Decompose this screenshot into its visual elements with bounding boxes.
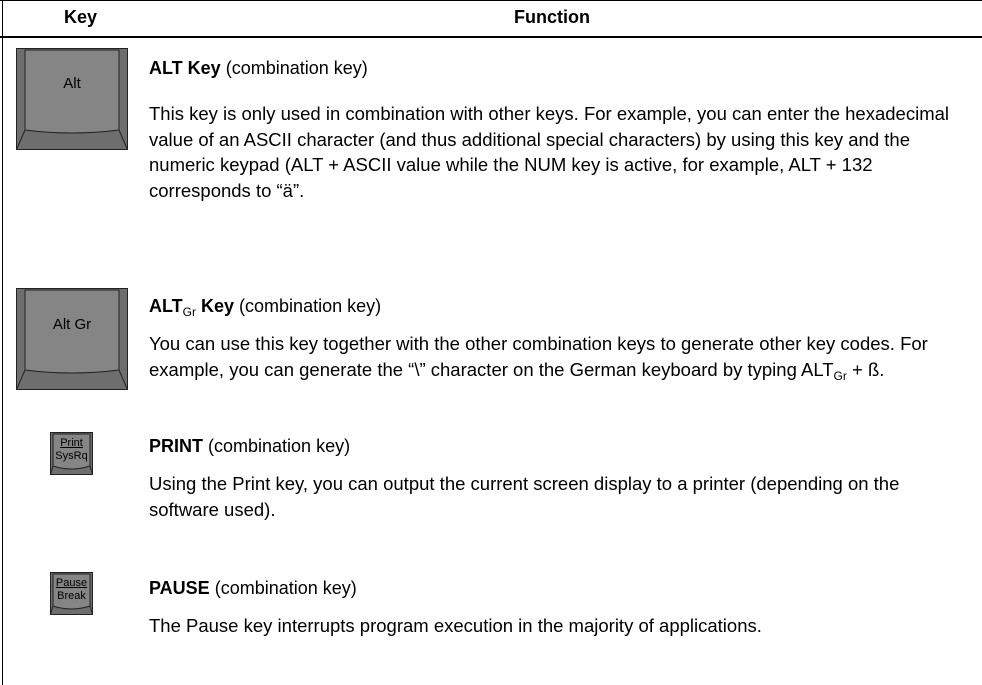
row-title: PAUSE (combination key) xyxy=(149,578,357,599)
key-label: Print xyxy=(60,437,83,449)
text: The Pause key interrupts program executi… xyxy=(149,615,762,636)
text: You can use this key together with the o… xyxy=(149,333,928,380)
key-label: Alt xyxy=(63,75,81,92)
text: PRINT xyxy=(149,436,203,456)
key-shape xyxy=(50,432,93,475)
text: Key xyxy=(196,296,235,316)
text: ALT Key xyxy=(149,58,221,78)
header-function: Function xyxy=(514,7,590,27)
key-cap: Alt xyxy=(16,48,128,150)
row-description: The Pause key interrupts program executi… xyxy=(149,613,971,639)
row-title: PRINT (combination key) xyxy=(149,436,350,457)
row-note: (combination key) xyxy=(225,58,368,78)
text: + ß. xyxy=(846,358,885,380)
key-shape xyxy=(16,48,128,150)
subscript: Gr xyxy=(833,368,847,383)
subscript: Gr xyxy=(182,305,196,319)
row-description: You can use this key together with the o… xyxy=(149,331,971,382)
text: Using the Print key, you can output the … xyxy=(149,473,900,520)
header-rule xyxy=(0,36,982,38)
key-cap: Print SysRq xyxy=(50,432,93,475)
key-shape xyxy=(16,288,128,390)
row-note: (combination key) xyxy=(214,578,357,598)
row-title: ALT Key (combination key) xyxy=(149,58,368,79)
key-cap: Alt Gr xyxy=(16,288,128,390)
text: This key is only used in combination wit… xyxy=(149,103,950,201)
key-cap: Pause Break xyxy=(50,572,93,615)
key-label: Break xyxy=(57,590,86,602)
key-label: Alt Gr xyxy=(52,316,92,333)
table-left-border xyxy=(2,0,3,685)
row-note: (combination key) xyxy=(239,296,382,316)
row-description: Using the Print key, you can output the … xyxy=(149,471,971,522)
text: ALT xyxy=(149,296,183,316)
header-key: Key xyxy=(64,7,98,27)
row-title: ALTGr Key (combination key) xyxy=(149,296,382,319)
row-note: (combination key) xyxy=(208,436,351,456)
key-label: Pause xyxy=(55,577,88,589)
key-shape xyxy=(50,572,93,615)
key-label: SysRq xyxy=(55,450,88,462)
row-description: This key is only used in combination wit… xyxy=(149,101,971,203)
text: PAUSE xyxy=(149,578,210,598)
table-top-border xyxy=(0,0,982,1)
